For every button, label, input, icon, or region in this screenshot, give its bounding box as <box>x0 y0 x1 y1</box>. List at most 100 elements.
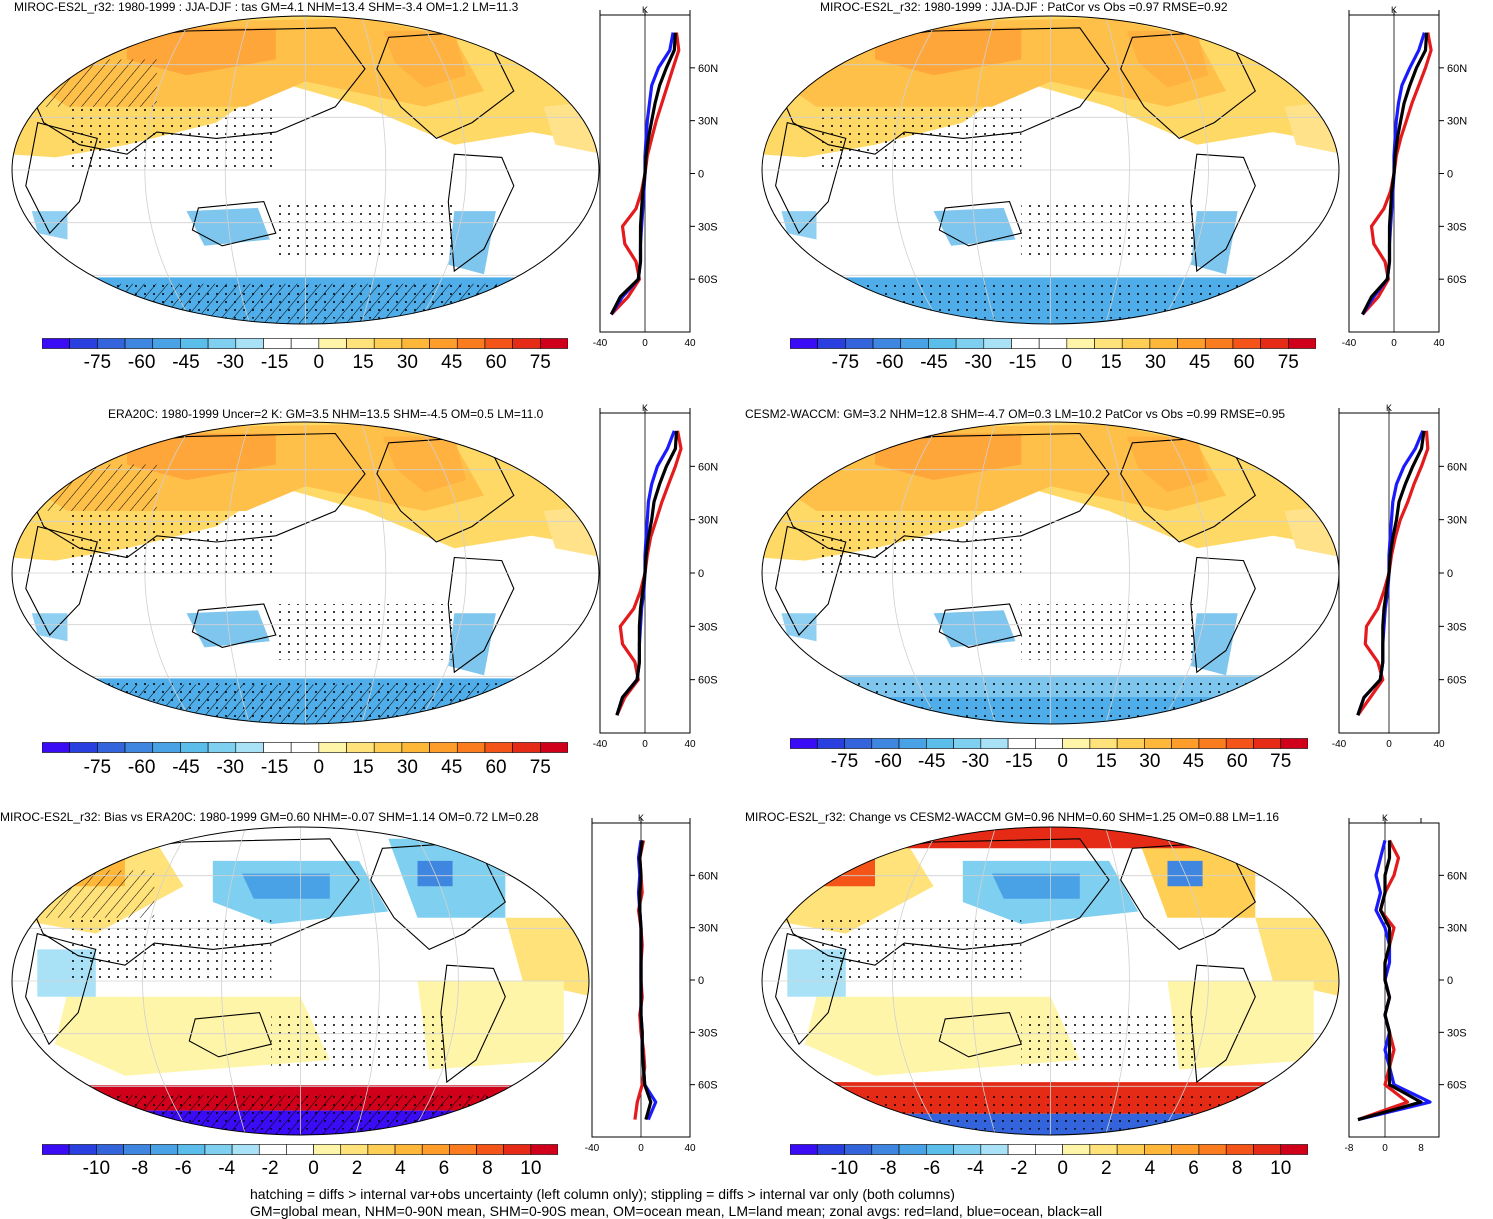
y-tick-label: 0 <box>1447 568 1453 580</box>
colorbar-bin <box>68 1144 97 1155</box>
colorbar <box>790 1144 1308 1155</box>
colorbar-label: 30 <box>1144 352 1166 373</box>
field-region <box>1126 436 1209 493</box>
colorbar-label: -45 <box>172 352 200 373</box>
colorbar-bin <box>394 1144 423 1155</box>
colorbar-label: 60 <box>1226 751 1248 772</box>
y-tick-label: 30S <box>698 1027 718 1039</box>
graticule-line <box>1103 827 1130 1135</box>
colorbar-label: -2 <box>261 1158 279 1179</box>
coastline <box>938 1012 1023 1058</box>
y-tick-label: 60S <box>698 1080 718 1092</box>
y-tick-label: 60S <box>1447 1080 1467 1092</box>
stipple-region <box>271 1012 447 1070</box>
colorbar-bin <box>844 738 873 749</box>
colorbar-bin <box>429 742 458 753</box>
colorbar-bin <box>983 338 1012 349</box>
graticule-line <box>1103 16 1130 324</box>
field-region <box>1190 613 1238 676</box>
colorbar-bin <box>177 1144 206 1155</box>
x-tick-label: -40 <box>585 1143 600 1154</box>
colorbar-bin <box>540 338 568 349</box>
colorbar-bin <box>1280 738 1308 749</box>
colorbar-label: 10 <box>1270 1158 1292 1179</box>
profile-line-land <box>615 430 683 716</box>
colorbar-bin <box>152 742 181 753</box>
panel-title: MIROC-ES2L_r32: Bias vs ERA20C: 1980-199… <box>0 810 539 824</box>
colorbar-label: -75 <box>83 352 112 373</box>
field-region <box>1126 31 1209 88</box>
map-border <box>11 15 600 325</box>
graticule-line <box>144 16 197 324</box>
hatch-region <box>37 59 157 107</box>
colorbar-bin <box>180 338 209 349</box>
panel-title: MIROC-ES2L_r32: Change vs CESM2-WACCM GM… <box>745 810 1280 824</box>
graticule-line <box>971 422 998 724</box>
stipple-region <box>816 917 1022 981</box>
graticule-line <box>892 16 944 324</box>
profile-line-all <box>1356 430 1426 716</box>
colorbar-label: 45 <box>1182 751 1205 772</box>
colorbar-label: 6 <box>1188 1158 1199 1179</box>
panel-title: MIROC-ES2L_r32: 1980-1999 : JJA-DJF : Pa… <box>820 0 1228 14</box>
colorbar-label: 45 <box>441 757 463 778</box>
colorbar-label: 15 <box>352 757 374 778</box>
colorbar-labels: -10 -8 -6 -4 -2 0 2 4 6 8 10 <box>42 1158 558 1182</box>
profile-line-all <box>609 32 677 316</box>
map-panel <box>761 15 1340 325</box>
colorbar-bin <box>97 742 126 753</box>
colorbar-label: 75 <box>1277 352 1299 373</box>
colorbar-label: -15 <box>260 352 289 373</box>
colorbar-label: 15 <box>1100 352 1122 373</box>
colorbar-label: -8 <box>131 1158 149 1179</box>
colorbar-bin <box>1253 738 1282 749</box>
profile-line-land <box>1357 839 1410 1122</box>
coastline <box>938 201 1023 247</box>
colorbar-bin <box>1144 1144 1172 1155</box>
colorbar-label: 0 <box>1061 352 1073 373</box>
colorbar-bin <box>313 1144 342 1155</box>
colorbar-label: 6 <box>438 1158 450 1179</box>
coastline <box>191 201 277 247</box>
field-region <box>31 211 68 240</box>
y-tick-label: 30N <box>1447 116 1467 128</box>
colorbar-bin <box>180 742 209 753</box>
colorbar-bin <box>69 742 98 753</box>
x-tick-label: 0 <box>1382 1143 1388 1154</box>
colorbar-label: 60 <box>485 757 507 778</box>
graticule-line <box>144 422 197 724</box>
x-tick-label: -8 <box>1345 1143 1354 1154</box>
colorbar-label: -30 <box>216 757 244 778</box>
colorbar-bin <box>980 1144 1009 1155</box>
map-panel <box>11 826 590 1136</box>
y-tick-label: 30N <box>1447 923 1467 935</box>
colorbar-bin <box>1171 738 1200 749</box>
coastline <box>188 1012 273 1058</box>
graticule-line <box>892 422 944 724</box>
colorbar-label: 15 <box>1095 751 1117 772</box>
colorbar-bin <box>790 738 818 749</box>
field-region <box>127 27 276 76</box>
colorbar-bin <box>235 338 264 349</box>
colorbar-bin <box>346 742 375 753</box>
colorbar-bin <box>1035 1144 1063 1155</box>
coastline <box>191 603 277 648</box>
colorbar-bin <box>1116 738 1145 749</box>
x-tick-label: 40 <box>684 1143 696 1154</box>
colorbar-bin <box>980 738 1009 749</box>
field-region <box>505 917 589 997</box>
map-border <box>11 421 600 725</box>
colorbar-bin <box>258 1144 287 1155</box>
colorbar-bin <box>898 738 927 749</box>
colorbar-bin <box>456 338 486 349</box>
footnote-line-1: hatching = diffs > internal var+obs unce… <box>250 1186 955 1202</box>
colorbar-label: 30 <box>396 352 418 373</box>
stipple-region <box>275 201 455 259</box>
graticule-line <box>1157 16 1209 324</box>
colorbar-label: -30 <box>964 352 992 373</box>
colorbar-bin <box>540 742 568 753</box>
colorbar-bin <box>530 1144 558 1155</box>
colorbar-bin <box>263 338 292 349</box>
colorbar-bin <box>1011 338 1040 349</box>
